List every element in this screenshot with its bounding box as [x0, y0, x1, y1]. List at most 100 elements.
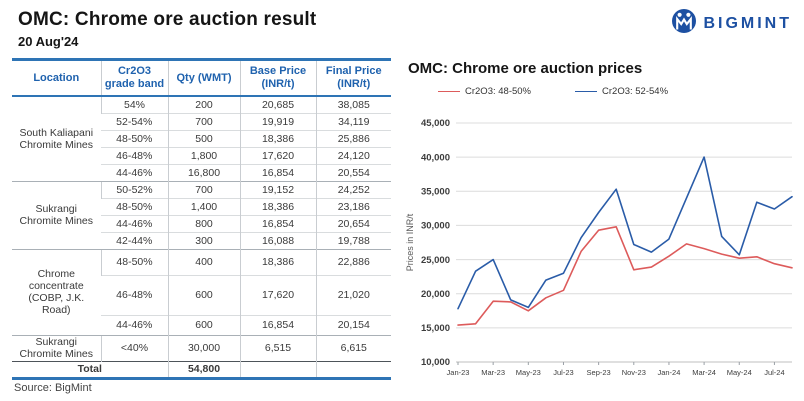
price-chart: 10,000 15,000 20,000 25,000 30,000 35,000 40,0…	[405, 118, 793, 377]
qty-cell: 30,000	[167, 334, 240, 362]
total-qty: 54,800	[167, 360, 240, 379]
page-title: OMC: Chrome ore auction result	[18, 9, 317, 30]
legend-item: Cr2O3: 52-54%	[575, 86, 668, 97]
y-axis-tick-label: 10,000	[421, 357, 450, 368]
x-axis-tick-label: May-24	[727, 368, 752, 377]
col-location: Location	[12, 59, 101, 98]
base-price-cell: 18,386	[239, 248, 316, 276]
bigmint-logo-text: BIGMINT	[703, 14, 792, 32]
qty-cell: 1,400	[167, 197, 240, 216]
final-price-cell: 20,654	[315, 214, 391, 233]
legend-item: Cr2O3: 48-50%	[438, 86, 531, 97]
location-cell: Sukrangi Chromite Mines	[12, 334, 101, 362]
qty-cell: 800	[167, 214, 240, 233]
grade-cell: 46-48%	[101, 274, 168, 316]
table-row: 48-50% 1,400 18,386 23,186	[12, 197, 391, 216]
col-qty: Qty (WMT)	[167, 59, 240, 98]
final-price-cell: 6,615	[315, 334, 391, 362]
table-body: South Kaliapani Chromite Mines 54% 200 20,6…	[12, 96, 391, 362]
final-price-cell: 20,154	[315, 314, 391, 336]
grade-cell: 44-46%	[101, 214, 168, 233]
chart-legend: Cr2O3: 48-50% Cr2O3: 52-54%	[438, 86, 668, 97]
table-row: 46-48% 1,800 17,620 24,120	[12, 146, 391, 165]
qty-cell: 400	[167, 248, 240, 276]
qty-cell: 300	[167, 231, 240, 250]
chart-title: OMC: Chrome ore auction prices	[408, 60, 643, 77]
final-price-cell: 25,886	[315, 129, 391, 148]
qty-cell: 500	[167, 129, 240, 148]
source-note: Source: BigMint	[14, 382, 92, 394]
bigmint-logo: BIGMINT	[671, 8, 792, 39]
qty-cell: 700	[167, 112, 240, 131]
base-price-cell: 18,386	[239, 129, 316, 148]
qty-cell: 600	[167, 274, 240, 316]
base-price-cell: 16,854	[239, 163, 316, 182]
total-row: Total 54,800	[12, 360, 391, 379]
qty-cell: 16,800	[167, 163, 240, 182]
auction-result-table: Location Cr2O3 grade band Qty (WMT) Base…	[12, 58, 391, 380]
chart-canvas: 10,000 15,000 20,000 25,000 30,000 35,000 40,0…	[400, 98, 800, 394]
final-price-cell: 20,554	[315, 163, 391, 182]
table-row: 52-54% 700 19,919 34,119	[12, 112, 391, 131]
y-axis-title: Prices in INR/t	[405, 213, 415, 271]
base-price-cell: 19,152	[239, 180, 316, 199]
report-date: 20 Aug'24	[18, 34, 79, 49]
total-label: Total	[12, 360, 168, 379]
base-price-cell: 16,854	[239, 214, 316, 233]
final-price-cell: 19,788	[315, 231, 391, 250]
table-row: Sukrangi Chromite Mines 50-52% 700 19,152 24…	[12, 180, 391, 250]
base-price-cell: 17,620	[239, 146, 316, 165]
grade-cell: 48-50%	[100, 248, 168, 276]
total-final	[315, 360, 391, 379]
final-price-cell: 38,085	[315, 96, 391, 114]
x-axis-tick-label: Mar-23	[481, 368, 505, 377]
table-row: 48-50% 500 18,386 25,886	[12, 129, 391, 148]
legend-line-swatch	[575, 91, 598, 92]
grade-cell: 44-46%	[101, 163, 168, 182]
table-row: 46-48% 600 17,620 21,020	[12, 274, 391, 316]
base-price-cell: 18,386	[239, 197, 316, 216]
series-line-cr2o3-48-50-	[457, 226, 793, 326]
table-header-row: Location Cr2O3 grade band Qty (WMT) Base…	[12, 59, 391, 98]
total-base	[239, 360, 316, 379]
grade-cell: 50-52%	[100, 180, 168, 199]
base-price-cell: 17,620	[239, 274, 316, 316]
grade-cell: <40%	[100, 334, 168, 362]
base-price-cell: 20,685	[239, 96, 316, 114]
x-axis-tick-label: Sep-23	[587, 368, 611, 377]
table-row: South Kaliapani Chromite Mines 54% 200 20,6…	[12, 96, 391, 151]
x-axis-tick-label: Mar-24	[692, 368, 716, 377]
grade-cell: 54%	[100, 96, 168, 114]
grade-cell: 44-46%	[101, 314, 168, 336]
final-price-cell: 23,186	[315, 197, 391, 216]
final-price-cell: 24,252	[315, 180, 391, 199]
final-price-cell: 21,020	[315, 274, 391, 316]
grade-cell: 52-54%	[101, 112, 168, 131]
grade-cell: 48-50%	[101, 197, 168, 216]
auction-result-table-wrap: Location Cr2O3 grade band Qty (WMT) Base…	[12, 58, 391, 380]
x-axis-tick-label: Jan-24	[657, 368, 680, 377]
x-axis-tick-label: May-23	[516, 368, 541, 377]
table-row: 44-46% 600 16,854 20,154	[12, 314, 391, 336]
final-price-cell: 22,886	[315, 248, 391, 276]
final-price-cell: 34,119	[315, 112, 391, 131]
legend-label: Cr2O3: 52-54%	[602, 86, 669, 97]
y-axis-tick-label: 40,000	[421, 152, 450, 163]
grade-cell: 46-48%	[101, 146, 168, 165]
qty-cell: 200	[167, 96, 240, 114]
bigmint-logo-icon	[671, 8, 697, 39]
base-price-cell: 19,919	[239, 112, 316, 131]
col-base-price: Base Price (INR/t)	[239, 59, 316, 98]
grade-cell: 48-50%	[101, 129, 168, 148]
x-axis-tick-label: Nov-23	[622, 368, 646, 377]
y-axis-tick-label: 25,000	[421, 255, 450, 266]
legend-line-swatch	[438, 91, 460, 92]
table-row: 44-46% 16,800 16,854 20,554	[12, 163, 391, 182]
table-row: 44-46% 800 16,854 20,654	[12, 214, 391, 233]
qty-cell: 700	[167, 180, 240, 199]
series-line-cr2o3-52-54-	[457, 156, 793, 310]
location-cell: Sukrangi Chromite Mines	[12, 180, 101, 250]
base-price-cell: 16,088	[239, 231, 316, 250]
table-row: Chrome concentrate (COBP, J.K. Road) 48-5…	[12, 248, 391, 336]
y-axis-tick-label: 30,000	[421, 221, 450, 232]
